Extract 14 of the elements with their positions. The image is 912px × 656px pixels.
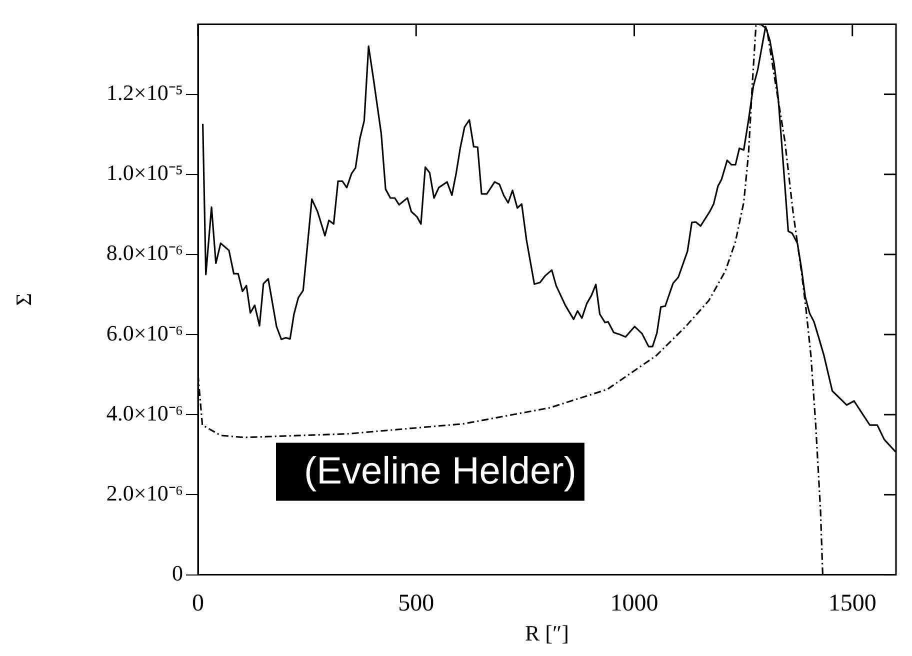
x-tick-label: 1000	[610, 590, 658, 616]
x-tick-label: 500	[398, 590, 434, 616]
y-tick-label: 8.0×10⁻⁶	[106, 240, 183, 266]
x-tick-label: 1500	[828, 590, 876, 616]
x-tick-label: 0	[192, 590, 204, 616]
annotation: (Eveline Helder)	[304, 450, 576, 492]
y-tick-label: 6.0×10⁻⁶	[106, 320, 183, 346]
y-axis-title: Σ	[10, 293, 36, 306]
y-tick-label: 1.0×10⁻⁵	[106, 160, 183, 186]
y-tick-label: 1.2×10⁻⁵	[106, 80, 183, 106]
y-tick-label: 2.0×10⁻⁶	[106, 480, 183, 506]
y-tick-label: 4.0×10⁻⁶	[106, 400, 183, 426]
y-tick-label: 0	[172, 560, 183, 586]
x-axis-title: R [″]	[525, 620, 569, 646]
